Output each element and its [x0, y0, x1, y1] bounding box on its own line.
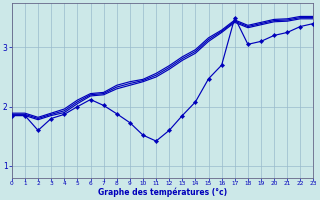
- X-axis label: Graphe des températures (°c): Graphe des températures (°c): [98, 188, 227, 197]
